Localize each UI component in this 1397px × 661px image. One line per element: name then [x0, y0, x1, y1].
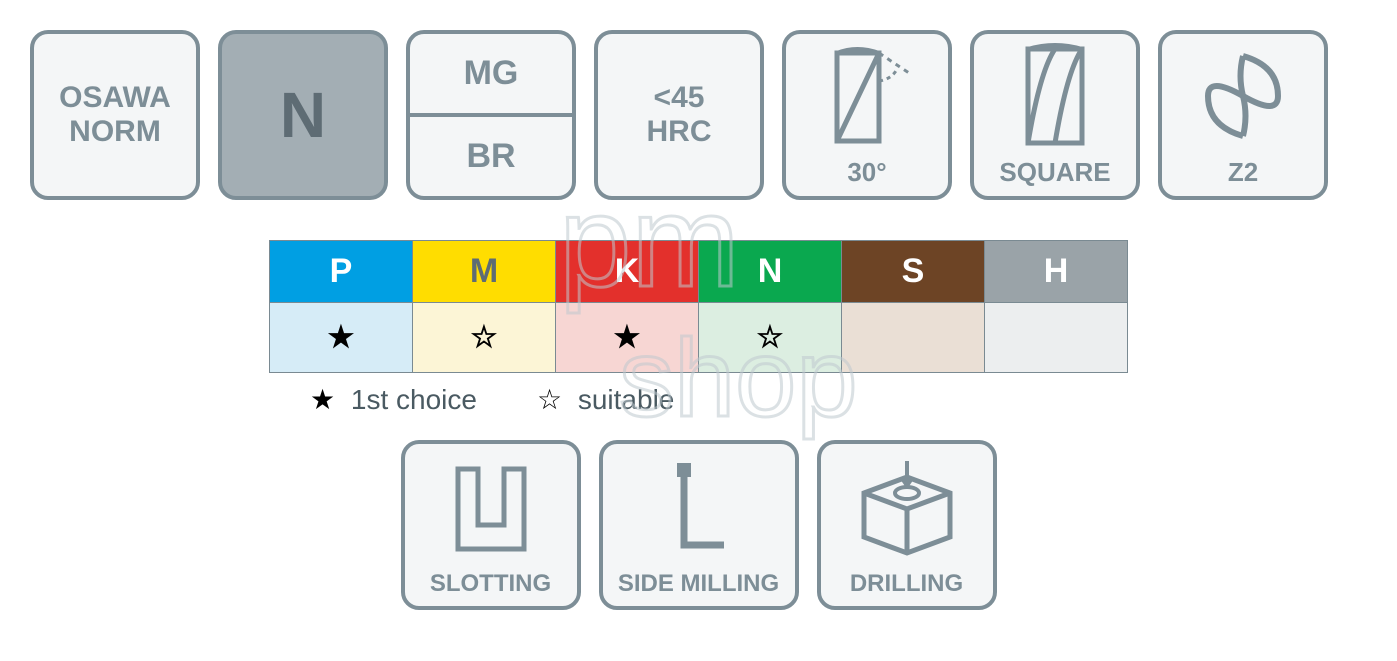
material-S-rating [842, 303, 985, 373]
slotting-tile: SLOTTING [401, 440, 581, 610]
spec-tiles-row: OSAWANORMN MG BR<45HRC 30° SQUARE Z2 [30, 30, 1367, 200]
hrc-line: HRC [647, 115, 712, 150]
legend-suitable: ☆ suitable [537, 383, 674, 416]
n-tile-tile: N [218, 30, 388, 200]
helix-icon [786, 34, 948, 157]
material-suitability-table: PMKNSH ★☆★☆ [269, 240, 1128, 373]
material-P: P [270, 241, 413, 303]
side-milling-icon [603, 444, 795, 570]
legend-suitable-label: suitable [578, 384, 675, 415]
mg-br-tile: MG BR [406, 30, 576, 200]
star-outline-icon: ☆ [537, 384, 562, 415]
material-N-rating: ☆ [699, 303, 842, 373]
osawa-norm-tile: OSAWANORM [30, 30, 200, 200]
material-K: K [556, 241, 699, 303]
drilling-tile: DRILLING [817, 440, 997, 610]
slotting-icon [405, 444, 577, 570]
legend-first-choice: ★ 1st choice [310, 383, 477, 416]
side-milling-tile: SIDE MILLING [599, 440, 799, 610]
material-K-rating: ★ [556, 303, 699, 373]
mg-br-bottom: BR [410, 117, 572, 196]
helix-30-tile: 30° [782, 30, 952, 200]
osawa-norm-line: OSAWA [59, 81, 171, 116]
material-header-row: PMKNSH [270, 241, 1128, 303]
material-rating-row: ★☆★☆ [270, 303, 1128, 373]
side-milling-caption: SIDE MILLING [618, 570, 779, 606]
helix-30-caption: 30° [847, 157, 886, 196]
material-M: M [413, 241, 556, 303]
material-H: H [985, 241, 1128, 303]
material-M-rating: ☆ [413, 303, 556, 373]
hrc-line: <45 [654, 81, 705, 116]
hrc-tile: <45HRC [594, 30, 764, 200]
legend-first-choice-label: 1st choice [351, 384, 477, 415]
z2-icon [1162, 34, 1324, 157]
n-tile-label: N [280, 78, 326, 152]
material-P-rating: ★ [270, 303, 413, 373]
osawa-norm-line: NORM [69, 115, 161, 150]
material-S: S [842, 241, 985, 303]
drilling-icon [821, 444, 993, 570]
z2-tile: Z2 [1158, 30, 1328, 200]
square-tile: SQUARE [970, 30, 1140, 200]
drilling-caption: DRILLING [850, 570, 963, 606]
operation-tiles-row: SLOTTING SIDE MILLING DRILLING [30, 440, 1367, 610]
square-end-icon [974, 34, 1136, 157]
legend: ★ 1st choice ☆ suitable [30, 383, 1367, 416]
square-caption: SQUARE [999, 157, 1110, 196]
material-N: N [699, 241, 842, 303]
z2-caption: Z2 [1228, 157, 1258, 196]
mg-br-top: MG [410, 34, 572, 113]
star-filled-icon: ★ [310, 384, 335, 415]
material-H-rating [985, 303, 1128, 373]
slotting-caption: SLOTTING [430, 570, 551, 606]
